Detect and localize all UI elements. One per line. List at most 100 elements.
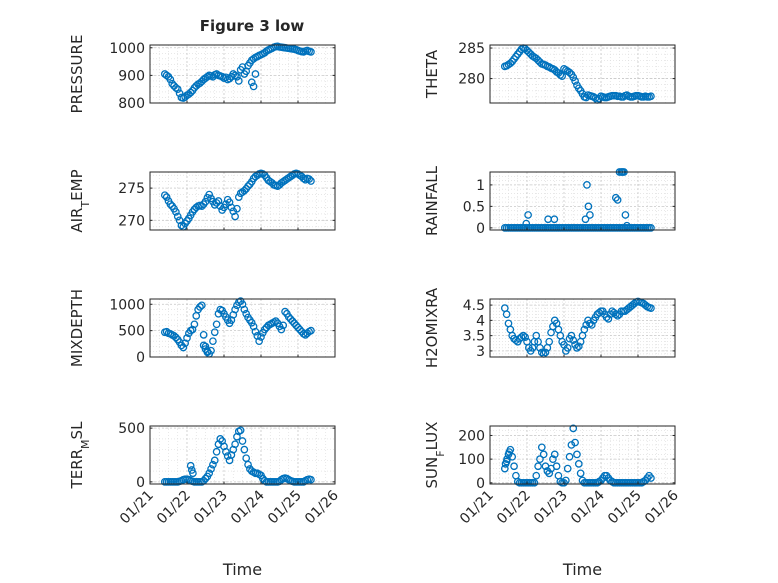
data-point <box>236 426 245 435</box>
data-point <box>173 212 182 221</box>
data-point <box>613 196 622 204</box>
data-point <box>190 320 199 329</box>
data-point <box>234 193 243 201</box>
data-point <box>172 333 180 342</box>
subplot-mixdepth: 0 500 1000 MIXDEPTH <box>68 289 336 367</box>
axes-box <box>489 44 676 104</box>
x-tick-label: 01/24 <box>568 487 608 527</box>
data-point <box>162 327 171 336</box>
data-point <box>223 452 232 460</box>
data-point <box>545 337 554 346</box>
data-point <box>247 318 256 327</box>
y-tick-label: 0.5 <box>463 199 485 215</box>
data-point <box>209 460 217 469</box>
data-point <box>611 193 620 202</box>
data-point <box>549 455 557 463</box>
data-point <box>249 82 258 91</box>
data-point <box>307 326 315 335</box>
data-point <box>537 348 546 357</box>
data-point <box>197 202 206 211</box>
data-point <box>506 59 515 68</box>
data-point <box>189 469 197 478</box>
data-point <box>307 48 315 56</box>
x-tick-label: 01/23 <box>531 488 571 528</box>
y-axis-label: TERRMSL <box>68 421 92 490</box>
data-point <box>277 325 286 334</box>
x-tick-label: 01/25 <box>605 488 645 528</box>
data-point <box>307 177 315 185</box>
data-point <box>576 469 585 478</box>
data-point <box>177 341 186 350</box>
axes-box <box>489 171 676 231</box>
data-point <box>581 215 590 224</box>
y-tick-label: 500 <box>118 324 145 340</box>
data-point <box>621 211 630 219</box>
data-point <box>586 211 594 219</box>
data-point <box>231 212 239 221</box>
y-tick-label: 3 <box>476 344 485 360</box>
x-tick-label: 01/22 <box>154 488 194 528</box>
y-tick-label: 100 <box>458 452 485 468</box>
data-point <box>611 310 620 319</box>
data-point <box>209 337 217 346</box>
data-point <box>225 74 234 83</box>
data-point <box>647 224 655 232</box>
data-point <box>199 331 208 339</box>
y-tick-label: 900 <box>118 68 145 84</box>
data-point <box>569 336 578 345</box>
data-point <box>166 75 175 84</box>
data-point <box>574 342 583 351</box>
data-point <box>305 175 313 183</box>
data-point <box>647 304 655 313</box>
data-point <box>501 460 510 468</box>
data-point <box>517 333 526 342</box>
data-point <box>563 343 572 352</box>
data-point <box>534 462 542 471</box>
data-point <box>240 445 249 454</box>
data-point <box>242 309 251 318</box>
data-point <box>173 85 182 94</box>
data-point <box>225 198 234 207</box>
y-axis-label: PRESSURE <box>68 35 86 114</box>
data-series <box>500 424 655 487</box>
data-point <box>573 343 581 352</box>
data-point <box>205 190 214 199</box>
data-point <box>212 320 221 329</box>
data-point <box>503 455 511 463</box>
data-point <box>587 321 596 329</box>
data-point <box>247 78 256 87</box>
y-tick-label: 500 <box>118 421 145 437</box>
x-axis-label: Time <box>222 560 262 579</box>
y-tick-label: 800 <box>118 96 145 112</box>
x-tick-label: 01/21 <box>117 488 157 528</box>
data-point <box>244 460 252 469</box>
data-point <box>500 464 509 473</box>
figure-title: Figure 3 low <box>200 17 305 35</box>
data-point <box>541 348 550 357</box>
data-point <box>522 219 531 228</box>
data-point <box>565 452 574 461</box>
data-point <box>530 478 539 487</box>
data-point <box>172 83 180 92</box>
y-axis-label: RAINFALL <box>423 165 441 236</box>
data-point <box>251 327 260 336</box>
data-point <box>255 337 263 346</box>
y-axis-label: AIRTEMP <box>68 169 92 232</box>
data-point <box>257 333 265 341</box>
data-point <box>231 440 239 449</box>
data-point <box>582 321 591 329</box>
data-point <box>613 311 622 320</box>
data-point <box>558 72 567 80</box>
data-point <box>203 72 212 81</box>
data-point <box>203 348 212 357</box>
data-point <box>545 469 554 478</box>
data-point <box>569 73 578 82</box>
data-point <box>580 325 589 334</box>
data-point <box>175 216 184 225</box>
subplot-h2omixra: 33.544.5 H2OMIXRA <box>423 287 676 368</box>
y-tick-label: 0 <box>476 221 485 237</box>
data-point <box>567 331 576 340</box>
data-point <box>210 456 219 465</box>
data-point <box>177 221 186 230</box>
